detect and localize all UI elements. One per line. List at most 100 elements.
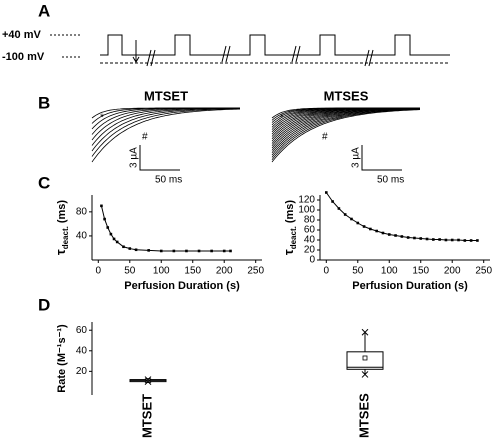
trace (91, 108, 240, 152)
voltage-label: +40 mV (2, 29, 41, 41)
trace (91, 107, 240, 141)
fit-line (100, 205, 231, 252)
y-tick-label: 120 (298, 195, 315, 206)
point (450, 238, 454, 242)
point (394, 234, 397, 237)
point (476, 239, 479, 242)
marker: # (142, 132, 148, 143)
scale-label: 50 ms (377, 175, 404, 186)
point (438, 238, 441, 241)
point (469, 239, 473, 242)
x-tick-label: 150 (184, 266, 201, 277)
y-label-part: τ (53, 249, 68, 255)
trace (91, 108, 240, 163)
marker: # (322, 132, 328, 143)
trace (91, 107, 240, 130)
x-tick-label: 250 (247, 266, 264, 277)
x-axis-label: Perfusion Duration (s) (352, 280, 468, 292)
y-axis-label: Rate (M⁻¹s⁻¹) (56, 324, 68, 393)
marker: * (280, 113, 284, 124)
x-tick-label: 100 (381, 266, 398, 277)
trace-title: MTSET (144, 88, 188, 103)
y-tick-label: 60 (76, 325, 88, 336)
point (222, 249, 226, 253)
scale-label: 3 µA (351, 147, 362, 168)
point (106, 226, 110, 229)
y-axis-label: τdeact. (ms) (281, 200, 298, 255)
min-marker (144, 378, 152, 385)
box (346, 351, 384, 370)
y-tick-label: 80 (76, 206, 88, 217)
panel-label: B (38, 93, 50, 112)
point (369, 227, 372, 231)
y-tick-label: 100 (298, 205, 315, 216)
point (185, 249, 188, 253)
x-tick-label: MTSES (356, 393, 371, 438)
x-axis-label: Perfusion Duration (s) (124, 280, 240, 292)
x-tick-label: 0 (324, 266, 330, 277)
x-tick-label: 50 (352, 266, 364, 277)
point (419, 237, 423, 240)
point (350, 217, 353, 221)
point (103, 217, 106, 221)
point (122, 245, 125, 249)
protocol (50, 34, 450, 67)
point (406, 236, 410, 239)
point (444, 238, 448, 242)
scale-bar (361, 145, 402, 171)
y-tick-label: 0 (309, 255, 315, 266)
point (331, 200, 334, 203)
point (362, 225, 366, 228)
trace (271, 109, 421, 163)
y-label-part: deact. (61, 226, 70, 249)
x-tick-label: 250 (475, 266, 492, 277)
y-tick-label: 40 (304, 235, 316, 246)
point (112, 237, 116, 241)
point (100, 204, 103, 208)
point (457, 238, 460, 242)
y-tick-label: 20 (76, 366, 88, 377)
point (337, 207, 341, 210)
point (115, 240, 119, 244)
y-tick-label: 60 (304, 225, 316, 236)
y-axis-label: τdeact. (ms) (53, 200, 70, 255)
point (159, 249, 163, 253)
max-marker (144, 376, 152, 383)
point (109, 232, 113, 236)
point (463, 239, 467, 242)
point (229, 249, 232, 253)
x-tick-label: 100 (153, 266, 170, 277)
panel-label: D (38, 295, 50, 314)
y-tick-label: 80 (304, 215, 316, 226)
y-label-part: deact. (289, 226, 298, 249)
mean (362, 355, 368, 361)
point (210, 249, 213, 253)
voltage-label: -100 mV (2, 51, 45, 63)
x-tick-label: MTSET (139, 394, 154, 438)
point (134, 248, 138, 252)
panel-label: C (38, 173, 50, 192)
y-label-part: τ (281, 249, 296, 255)
y-tick-label: 40 (76, 345, 88, 356)
x-tick-label: 200 (216, 266, 233, 277)
y-tick-label: 40 (76, 231, 88, 242)
fit-line (325, 192, 478, 241)
x-tick-label: 50 (124, 266, 136, 277)
y-label-part: (ms) (284, 200, 296, 224)
x-tick-label: 150 (412, 266, 429, 277)
point (381, 231, 385, 235)
point (324, 191, 328, 194)
point (400, 235, 404, 238)
point (432, 238, 435, 241)
max-marker (361, 328, 369, 336)
x-tick-label: 200 (444, 266, 461, 277)
x-tick-label: 0 (96, 266, 102, 277)
mean (145, 378, 151, 384)
trace-title: MTSES (324, 88, 369, 103)
point (172, 249, 176, 253)
point (197, 249, 201, 253)
marker: * (100, 113, 104, 124)
scale-label: 3 µA (129, 147, 140, 168)
point (128, 247, 132, 250)
